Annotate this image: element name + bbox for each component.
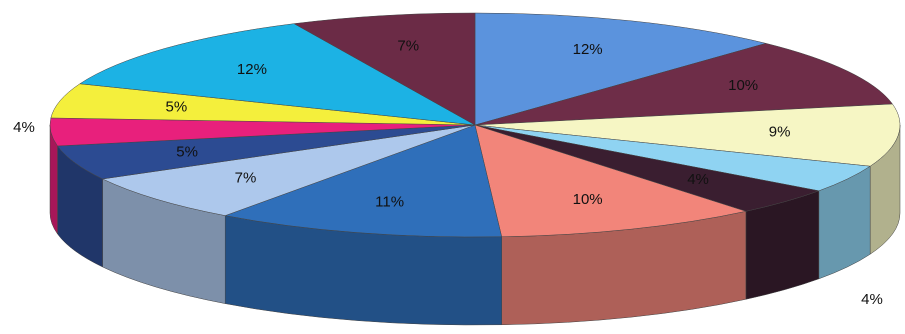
slice-label: 5%	[176, 143, 198, 160]
slice-label: 5%	[166, 98, 188, 115]
slice-label: 12%	[573, 41, 603, 58]
slice-label: 11%	[375, 193, 404, 210]
slice	[224, 124, 503, 238]
slice	[293, 12, 476, 126]
slice	[474, 103, 901, 167]
slice-label: 10%	[728, 77, 758, 94]
slice	[474, 43, 893, 126]
slice-label: 7%	[397, 37, 419, 54]
slice-label: 4%	[687, 171, 709, 188]
slice-label: 12%	[237, 61, 267, 78]
slice-label: 4%	[861, 291, 883, 308]
slice	[79, 23, 476, 126]
slice-label: 10%	[573, 191, 603, 208]
slice	[474, 124, 747, 238]
slice-label: 7%	[235, 169, 257, 186]
slice	[101, 124, 476, 216]
slice-label: 4%	[13, 119, 35, 136]
slice-label: 9%	[769, 124, 791, 141]
slice	[474, 12, 767, 126]
